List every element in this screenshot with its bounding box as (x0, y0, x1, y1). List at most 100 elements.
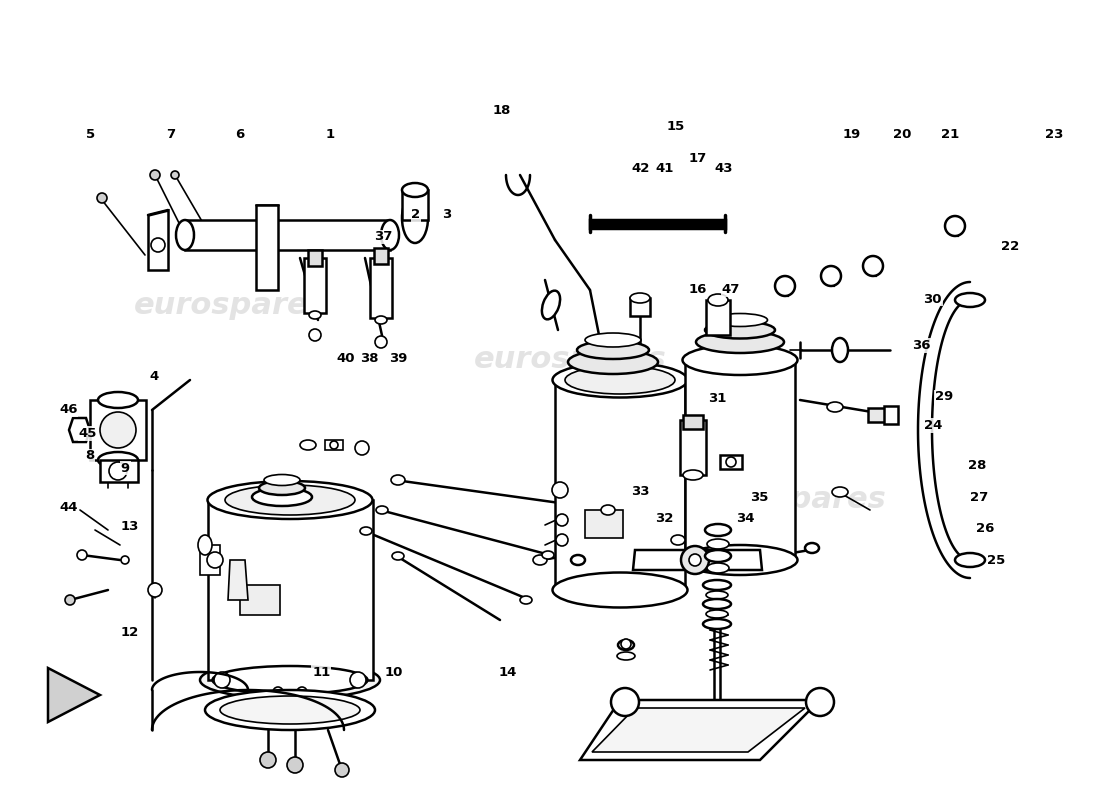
Text: 35: 35 (750, 491, 768, 504)
Ellipse shape (552, 573, 688, 607)
Ellipse shape (212, 666, 367, 694)
Ellipse shape (402, 183, 428, 197)
Text: 44: 44 (59, 501, 77, 514)
Text: 38: 38 (361, 352, 378, 365)
Circle shape (945, 216, 965, 236)
Circle shape (610, 688, 639, 716)
Circle shape (776, 276, 795, 296)
Ellipse shape (309, 311, 321, 319)
Ellipse shape (226, 485, 355, 515)
Circle shape (214, 672, 230, 688)
Ellipse shape (552, 362, 688, 398)
Circle shape (556, 534, 568, 546)
Circle shape (681, 546, 710, 574)
Ellipse shape (708, 294, 728, 306)
Bar (556, 380, 685, 590)
Text: 15: 15 (667, 120, 684, 133)
Circle shape (336, 763, 349, 777)
Text: 5: 5 (86, 128, 95, 141)
Ellipse shape (832, 487, 848, 497)
Ellipse shape (98, 452, 138, 468)
Text: 16: 16 (689, 283, 706, 296)
Ellipse shape (705, 550, 732, 562)
Ellipse shape (703, 599, 732, 609)
Ellipse shape (534, 555, 547, 565)
Circle shape (556, 514, 568, 526)
Bar (680, 420, 706, 475)
Ellipse shape (713, 314, 768, 326)
Bar (324, 440, 343, 450)
Text: 22: 22 (1001, 240, 1019, 253)
Circle shape (297, 687, 307, 697)
Ellipse shape (198, 535, 212, 555)
Ellipse shape (955, 553, 984, 567)
Ellipse shape (390, 475, 405, 485)
Text: 26: 26 (977, 522, 994, 534)
Text: 29: 29 (935, 390, 953, 403)
Circle shape (821, 266, 842, 286)
Text: 45: 45 (79, 427, 97, 440)
Ellipse shape (98, 392, 138, 408)
Circle shape (148, 583, 162, 597)
Circle shape (726, 457, 736, 467)
Ellipse shape (707, 563, 729, 573)
Text: 30: 30 (924, 293, 942, 306)
Ellipse shape (671, 535, 685, 545)
Text: 12: 12 (121, 626, 139, 638)
Bar (683, 415, 703, 429)
Text: 18: 18 (493, 104, 510, 117)
Text: 27: 27 (970, 491, 988, 504)
Polygon shape (228, 560, 248, 600)
Text: 28: 28 (968, 459, 986, 472)
Text: 42: 42 (631, 162, 649, 174)
Text: 19: 19 (843, 128, 860, 141)
Ellipse shape (208, 481, 373, 519)
Polygon shape (148, 210, 168, 270)
Text: eurospares: eurospares (694, 486, 887, 514)
Bar (304, 258, 326, 313)
Ellipse shape (381, 220, 399, 250)
Text: 23: 23 (1045, 128, 1063, 141)
Text: 33: 33 (631, 485, 649, 498)
Circle shape (109, 462, 126, 480)
Circle shape (150, 170, 160, 180)
Circle shape (806, 688, 834, 716)
Text: 39: 39 (389, 352, 407, 365)
Ellipse shape (617, 652, 635, 660)
Circle shape (65, 595, 75, 605)
Circle shape (355, 441, 368, 455)
Text: 31: 31 (708, 392, 726, 405)
Ellipse shape (805, 543, 820, 553)
Ellipse shape (706, 610, 728, 618)
Ellipse shape (705, 322, 776, 338)
Ellipse shape (376, 506, 388, 514)
Bar (884, 406, 898, 424)
Circle shape (77, 550, 87, 560)
Circle shape (864, 256, 883, 276)
Ellipse shape (832, 338, 848, 362)
Ellipse shape (220, 696, 360, 724)
Bar (208, 500, 373, 680)
Ellipse shape (696, 331, 784, 353)
Bar (100, 460, 138, 482)
Ellipse shape (578, 341, 649, 359)
Polygon shape (48, 668, 100, 722)
Ellipse shape (542, 290, 560, 319)
Text: 25: 25 (988, 554, 1005, 566)
Ellipse shape (707, 539, 729, 549)
Text: 46: 46 (59, 403, 77, 416)
Circle shape (287, 757, 303, 773)
Ellipse shape (705, 524, 732, 536)
Text: 17: 17 (689, 152, 706, 165)
Text: 32: 32 (656, 512, 673, 525)
Polygon shape (256, 205, 278, 290)
Polygon shape (580, 700, 820, 760)
Text: 9: 9 (121, 462, 130, 474)
Text: 2: 2 (411, 208, 420, 221)
Ellipse shape (300, 440, 316, 450)
Bar (630, 298, 650, 316)
Ellipse shape (585, 333, 641, 347)
Text: eurospares: eurospares (474, 346, 667, 374)
Bar (590, 220, 725, 228)
Bar (200, 545, 220, 575)
